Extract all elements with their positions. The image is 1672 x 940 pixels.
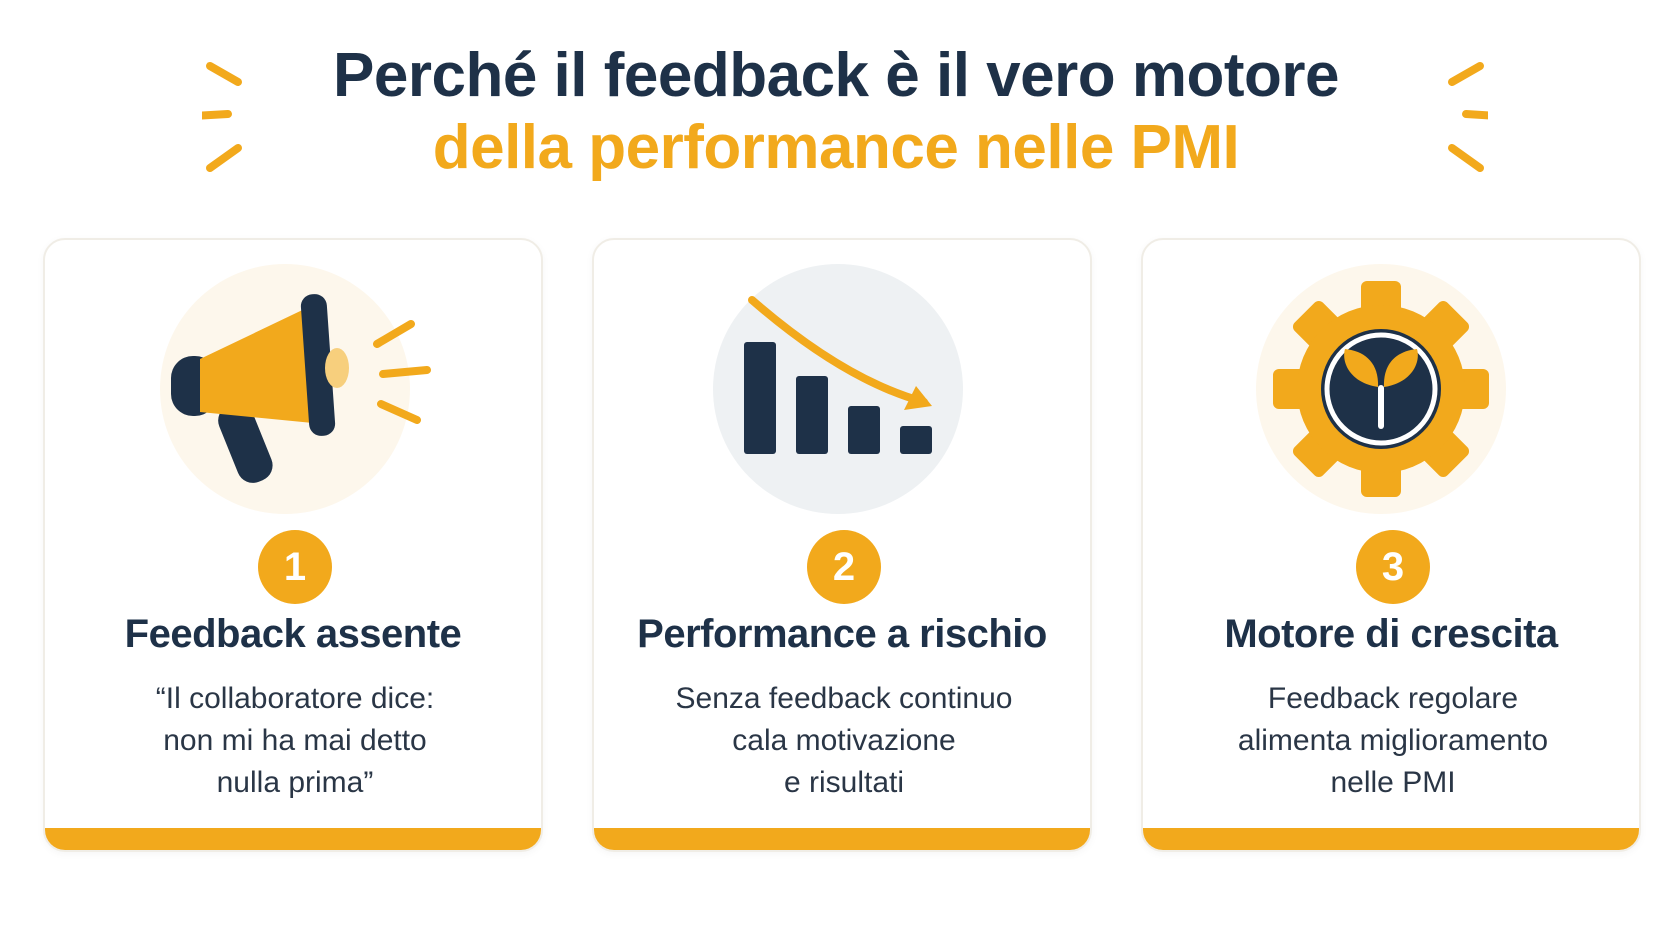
card-desc-line: Feedback regolare — [1267, 682, 1519, 715]
card-description: Senza feedback continuo cala motivazione… — [624, 678, 1064, 804]
card-title: Motore di crescita — [1224, 612, 1558, 656]
step-badge: 3 — [1356, 530, 1430, 604]
card-desc-line: non mi ha mai detto — [163, 724, 427, 757]
card-desc-line: Senza feedback continuo — [675, 682, 1013, 715]
card-description: Feedback regolare alimenta miglioramento… — [1173, 678, 1613, 804]
card-description: “Il collaboratore dice: non mi ha mai de… — [75, 678, 515, 804]
card-desc-line: “Il collaboratore dice: — [155, 682, 435, 715]
step-badge: 1 — [258, 530, 332, 604]
step-badge: 2 — [807, 530, 881, 604]
card-desc-line: alimenta miglioramento — [1237, 724, 1549, 757]
card-desc-line: nelle PMI — [1330, 766, 1456, 799]
declining-bar-chart-icon — [694, 264, 994, 524]
burst-left-icon — [202, 62, 242, 172]
gear-sprout-icon — [1243, 264, 1543, 524]
card-desc-line: cala motivazione — [732, 724, 956, 757]
megaphone-icon — [145, 264, 445, 524]
card-desc-line: nulla prima” — [216, 766, 374, 799]
header: Perché il feedback è il vero motore dell… — [0, 40, 1672, 184]
card-motore-di-crescita: 3 Motore di crescita Feedback regolare a… — [1141, 238, 1641, 852]
title-line-2: della performance nelle PMI — [432, 113, 1240, 182]
card-title: Performance a rischio — [637, 612, 1047, 656]
card-desc-line: e risultati — [783, 766, 905, 799]
card-title: Feedback assente — [124, 612, 462, 656]
card-feedback-assente: 1 Feedback assente “Il collaboratore dic… — [43, 238, 543, 852]
title-line-1: Perché il feedback è il vero motore — [333, 41, 1339, 110]
card-performance-a-rischio: 2 Performance a rischio Senza feedback c… — [592, 238, 1092, 852]
burst-right-icon — [1448, 62, 1488, 172]
